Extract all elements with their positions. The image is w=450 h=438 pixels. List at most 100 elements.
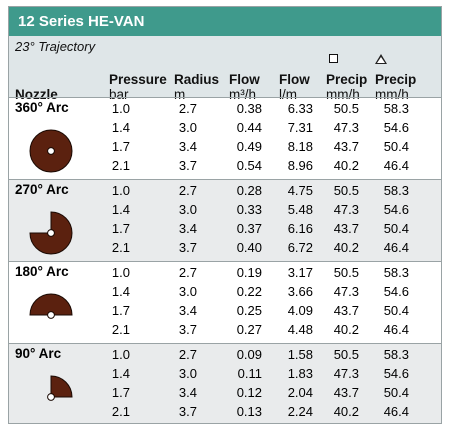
cell-radius: 3.7 — [178, 240, 197, 255]
cell-flow-lm: 1.58 — [287, 347, 313, 362]
cell-precip-triangle: 58.3 — [383, 101, 409, 116]
cell-flow-lm: 1.83 — [287, 366, 313, 381]
cell-flow-lm: 2.24 — [287, 404, 313, 419]
header-radius: Radius m — [174, 72, 220, 102]
cell-flow-lm: 4.48 — [287, 322, 313, 337]
table-row: 1.7 3.4 0.25 4.09 43.7 50.4 — [9, 302, 441, 321]
nozzle-center-dot — [47, 393, 55, 401]
cell-precip-square: 50.5 — [333, 265, 359, 280]
cell-flow-lm: 5.48 — [287, 202, 313, 217]
cell-flow-m3h: 0.13 — [236, 404, 262, 419]
cell-precip-triangle: 50.4 — [383, 139, 409, 154]
table-header: 23° Trajectory Nozzle Pressure bar Radiu… — [9, 36, 441, 102]
cell-precip-square: 43.7 — [333, 139, 359, 154]
cell-pressure: 2.1 — [111, 240, 130, 255]
header-pressure: Pressure bar — [109, 72, 167, 102]
cell-precip-square: 50.5 — [333, 183, 359, 198]
cell-precip-square: 47.3 — [333, 284, 359, 299]
cell-flow-m3h: 0.19 — [236, 265, 262, 280]
cell-precip-triangle: 46.4 — [383, 322, 409, 337]
cell-radius: 3.4 — [178, 385, 197, 400]
cell-radius: 3.7 — [178, 322, 197, 337]
cell-flow-lm: 6.72 — [287, 240, 313, 255]
cell-precip-triangle: 46.4 — [383, 404, 409, 419]
arc-shape — [29, 211, 73, 255]
nozzle-group: 180° Arc 1.0 2.7 0.19 3.17 50.5 58.3 1.4 3.0 0.22… — [9, 261, 441, 343]
cell-precip-triangle: 58.3 — [383, 265, 409, 280]
cell-precip-triangle: 54.6 — [383, 284, 409, 299]
cell-precip-triangle: 46.4 — [383, 240, 409, 255]
triangle-outline-icon — [375, 54, 387, 64]
cell-flow-lm: 6.33 — [287, 101, 313, 116]
table-row: 1.7 3.4 0.37 6.16 43.7 50.4 — [9, 220, 441, 239]
nozzle-arc-label: 360° Arc — [15, 100, 69, 115]
cell-flow-m3h: 0.40 — [236, 240, 262, 255]
table-row: 1.0 2.7 0.19 3.17 50.5 58.3 — [9, 264, 441, 283]
cell-flow-m3h: 0.22 — [236, 284, 262, 299]
cell-flow-m3h: 0.11 — [237, 366, 262, 381]
cell-precip-square: 40.2 — [333, 404, 359, 419]
cell-pressure: 1.0 — [111, 347, 130, 362]
cell-pressure: 1.0 — [111, 265, 130, 280]
cell-pressure: 1.0 — [111, 183, 130, 198]
table-row: 1.0 2.7 0.28 4.75 50.5 58.3 — [9, 182, 441, 201]
cell-precip-triangle: 54.6 — [383, 120, 409, 135]
nozzle-arc-label: 180° Arc — [15, 264, 69, 279]
cell-pressure: 1.7 — [111, 139, 130, 154]
cell-precip-square: 47.3 — [333, 366, 359, 381]
arc-shape — [50, 375, 73, 398]
nozzle-group: 360° Arc 1.0 2.7 0.38 6.33 50.5 58.3 1.4 3.0 0.44… — [9, 97, 441, 179]
cell-flow-m3h: 0.33 — [236, 202, 262, 217]
cell-flow-m3h: 0.12 — [236, 385, 262, 400]
nozzle-arc-label: 270° Arc — [15, 182, 69, 197]
cell-flow-m3h: 0.49 — [236, 139, 262, 154]
cell-flow-m3h: 0.09 — [236, 347, 262, 362]
cell-flow-lm: 7.31 — [287, 120, 313, 135]
trajectory-label: 23° Trajectory — [15, 39, 96, 54]
table-row: 2.1 3.7 0.13 2.24 40.2 46.4 — [9, 403, 441, 422]
table-row: 1.0 2.7 0.09 1.58 50.5 58.3 — [9, 346, 441, 365]
cell-precip-square: 43.7 — [333, 303, 359, 318]
cell-flow-m3h: 0.27 — [236, 322, 262, 337]
square-outline-icon — [329, 54, 338, 63]
cell-pressure: 2.1 — [111, 322, 130, 337]
cell-radius: 3.4 — [178, 139, 197, 154]
cell-radius: 3.4 — [178, 303, 197, 318]
nozzle-arc-label: 90° Arc — [15, 346, 62, 361]
cell-flow-lm: 3.66 — [287, 284, 313, 299]
cell-flow-lm: 8.96 — [287, 158, 313, 173]
table-row: 1.0 2.7 0.38 6.33 50.5 58.3 — [9, 100, 441, 119]
table-row: 1.4 3.0 0.44 7.31 47.3 54.6 — [9, 119, 441, 138]
cell-precip-square: 40.2 — [333, 322, 359, 337]
cell-flow-lm: 4.09 — [287, 303, 313, 318]
header-flow-m3h: Flow m³/h — [229, 72, 260, 102]
cell-radius: 3.7 — [178, 404, 197, 419]
cell-precip-triangle: 50.4 — [383, 221, 409, 236]
cell-flow-m3h: 0.44 — [236, 120, 262, 135]
table-row: 1.4 3.0 0.11 1.83 47.3 54.6 — [9, 365, 441, 384]
header-nozzle: Nozzle — [15, 87, 58, 102]
cell-flow-m3h: 0.38 — [236, 101, 262, 116]
cell-radius: 3.4 — [178, 221, 197, 236]
cell-precip-square: 40.2 — [333, 158, 359, 173]
table-row: 1.7 3.4 0.49 8.18 43.7 50.4 — [9, 138, 441, 157]
cell-flow-lm: 8.18 — [287, 139, 313, 154]
table-row: 1.4 3.0 0.22 3.66 47.3 54.6 — [9, 283, 441, 302]
cell-precip-triangle: 54.6 — [383, 366, 409, 381]
cell-pressure: 1.7 — [111, 385, 130, 400]
cell-radius: 3.0 — [178, 202, 197, 217]
cell-pressure: 1.7 — [111, 221, 130, 236]
cell-precip-triangle: 58.3 — [383, 347, 409, 362]
nozzle-group: 270° Arc 1.0 2.7 0.28 4.75 50.5 58.3 1.4 3.0 0.33… — [9, 179, 441, 261]
nozzle-center-dot — [47, 311, 55, 319]
header-precip-triangle: Precip mm/h — [375, 72, 417, 102]
cell-precip-triangle: 50.4 — [383, 385, 409, 400]
cell-pressure: 1.4 — [111, 366, 130, 381]
table-title: 12 Series HE-VAN — [9, 7, 441, 36]
cell-flow-m3h: 0.28 — [236, 183, 262, 198]
performance-table: 12 Series HE-VAN 23° Trajectory Nozzle P… — [8, 6, 442, 424]
cell-pressure: 1.4 — [111, 120, 130, 135]
table-row: 1.4 3.0 0.33 5.48 47.3 54.6 — [9, 201, 441, 220]
cell-radius: 3.0 — [178, 120, 197, 135]
nozzle-group: 90° Arc 1.0 2.7 0.09 1.58 50.5 58.3 1.4 3.0 0.11 1… — [9, 343, 441, 423]
